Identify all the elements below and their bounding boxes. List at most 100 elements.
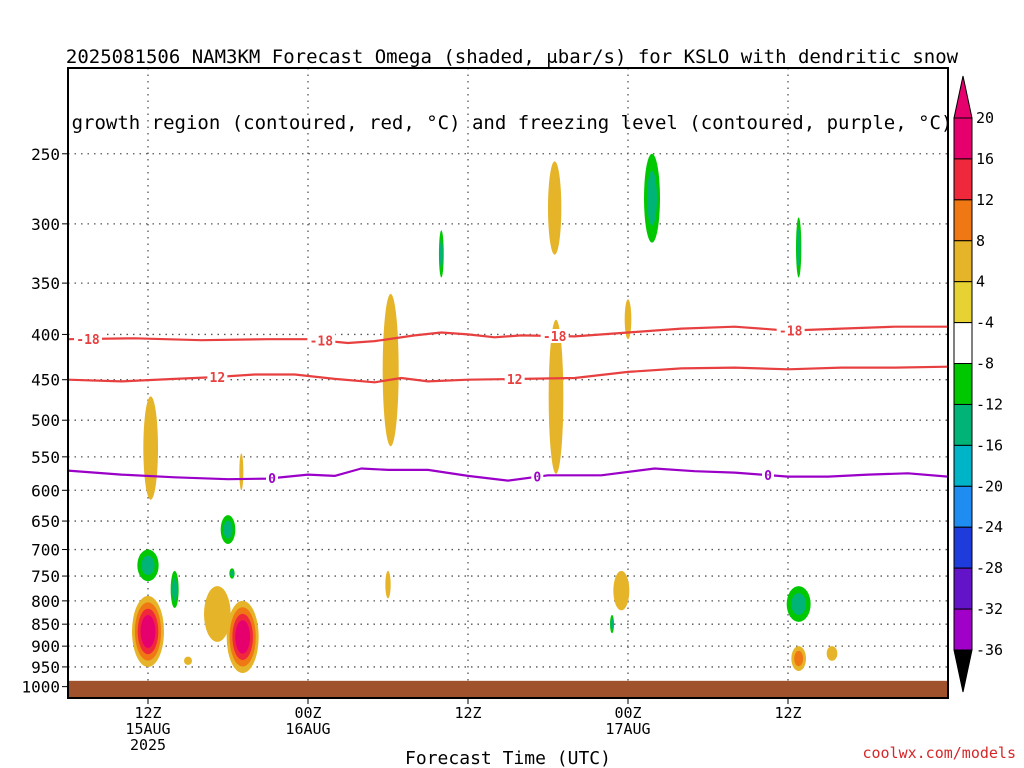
colorbar-swatch (953, 444, 973, 487)
colorbar-label: -28 (976, 559, 1003, 577)
chart-title-line-1: 2025081506 NAM3KM Forecast Omega (shaded… (65, 46, 959, 68)
contour-label-bg (540, 328, 569, 343)
grid-lines (68, 68, 948, 698)
chart-title-line-2: growth region (contoured, red, °C) and f… (71, 112, 953, 134)
colorbar-label: -20 (976, 477, 1003, 495)
contour-label-bg (776, 323, 805, 338)
colorbar: 20 16 12 8 4 -4 -8 -12 -16 -20 -24 -28 -32 -36 (953, 75, 1003, 693)
colorbar-label: -8 (976, 355, 994, 373)
omega-cell-22-band-0 (826, 646, 838, 661)
y-tick-label: 650 (31, 512, 60, 531)
colorbar-bottom-arrow (953, 649, 973, 693)
contour-label-bg (504, 371, 525, 386)
x-tick-label: 2025 (130, 736, 166, 754)
x-tick-label: 00Z (614, 704, 641, 722)
omega-cell-12-band-0 (385, 570, 391, 599)
omega-cell-17-band-0 (624, 299, 632, 340)
y-tick-label: 500 (31, 411, 60, 430)
plot-frame (67, 67, 949, 699)
colorbar-label: -32 (976, 600, 1003, 618)
contour-label: -18 (543, 330, 567, 345)
x-tick-label: 15AUG (125, 720, 170, 738)
contour-label: -18 (76, 333, 100, 348)
colorbar-label: 8 (976, 232, 985, 250)
colorbar-label: 20 (976, 109, 994, 127)
chart-title: 2025081506 NAM3KM Forecast Omega (shaded… (0, 2, 1024, 156)
omega-cell-14-band-0 (548, 319, 564, 474)
colorbar-swatch (953, 403, 973, 446)
y-tick-label: 450 (31, 371, 60, 390)
contour-label-bg (207, 369, 228, 384)
contour-line-2 (68, 467, 948, 482)
colorbar-swatch (953, 281, 973, 324)
y-tick-label: 300 (31, 215, 60, 234)
omega-shaded-regions (132, 153, 838, 673)
omega-cell-0-band-0 (143, 396, 159, 500)
y-tick-label: 700 (31, 541, 60, 560)
surface-terrain (68, 680, 948, 698)
y-tick-label: 950 (31, 658, 60, 677)
colorbar-swatch (953, 158, 973, 201)
omega-cell-19-band-1 (797, 228, 801, 267)
y-tick-label: 750 (31, 567, 60, 586)
omega-cell-3-band-1 (172, 578, 178, 601)
colorbar-label: 16 (976, 150, 994, 168)
omega-cell-4-band-0 (184, 656, 192, 665)
omega-cell-8-band-0 (239, 453, 244, 491)
omega-cell-21-band-1 (794, 650, 804, 667)
omega-cell-18-band-1 (647, 170, 657, 226)
colorbar-label: -16 (976, 436, 1003, 454)
contour-lines: -18 -18 -18 -18 12 12 0 0 0 (68, 323, 948, 487)
colorbar-swatch (953, 526, 973, 569)
y-axis-ticks: 250 300 350 400 450 500 550 600 650 700 750 800 850 9… (21, 145, 68, 697)
terrain-layer (68, 680, 948, 698)
omega-cell-10-band-0 (382, 293, 399, 447)
x-tick-label: 16AUG (285, 720, 330, 738)
colorbar-swatch (953, 199, 973, 242)
y-tick-label: 350 (31, 274, 60, 293)
colorbar-swatch (953, 240, 973, 283)
contour-label: 0 (764, 469, 772, 484)
omega-cell-9-band-4 (238, 626, 248, 648)
colorbar-top-arrow (953, 75, 973, 119)
y-tick-label: 850 (31, 615, 60, 634)
y-tick-label: 900 (31, 637, 60, 656)
colorbar-swatch (953, 567, 973, 610)
omega-cell-7-band-1 (230, 570, 234, 577)
omega-cell-13-band-0 (548, 161, 562, 255)
x-axis-label: Forecast Time (UTC) (405, 748, 611, 768)
omega-cell-6-band-1 (223, 520, 233, 539)
colorbar-swatch (953, 322, 973, 365)
omega-cell-16-band-1 (610, 618, 614, 630)
x-tick-label: 12Z (134, 704, 161, 722)
y-tick-label: 250 (31, 145, 60, 164)
omega-cell-20-band-1 (791, 593, 807, 616)
x-tick-label: 17AUG (605, 720, 650, 738)
y-tick-label: 800 (31, 592, 60, 611)
y-tick-label: 600 (31, 481, 60, 500)
x-tick-label: 12Z (774, 704, 801, 722)
colorbar-swatch (953, 117, 973, 160)
contour-label: -18 (310, 334, 334, 349)
omega-cell-11-band-1 (439, 239, 443, 269)
colorbar-label: 4 (976, 273, 985, 291)
colorbar-label: -24 (976, 518, 1003, 536)
colorbar-swatch (953, 608, 973, 651)
colorbar-label: 12 (976, 191, 994, 209)
contour-label: 12 (210, 371, 226, 386)
x-tick-label: 12Z (454, 704, 481, 722)
contour-label-bg (266, 471, 278, 486)
contour-label: 0 (268, 472, 276, 487)
y-tick-label: 550 (31, 448, 60, 467)
contour-label-bg (74, 331, 102, 346)
colorbar-label: -36 (976, 641, 1003, 659)
omega-cell-1-band-1 (141, 555, 155, 576)
contour-label-bg (531, 469, 544, 484)
colorbar-swatch (953, 485, 973, 528)
colorbar-swatch (953, 363, 973, 405)
contour-label: -18 (779, 324, 803, 339)
omega-cell-15-band-0 (613, 570, 630, 611)
colorbar-label: -12 (976, 395, 1003, 413)
